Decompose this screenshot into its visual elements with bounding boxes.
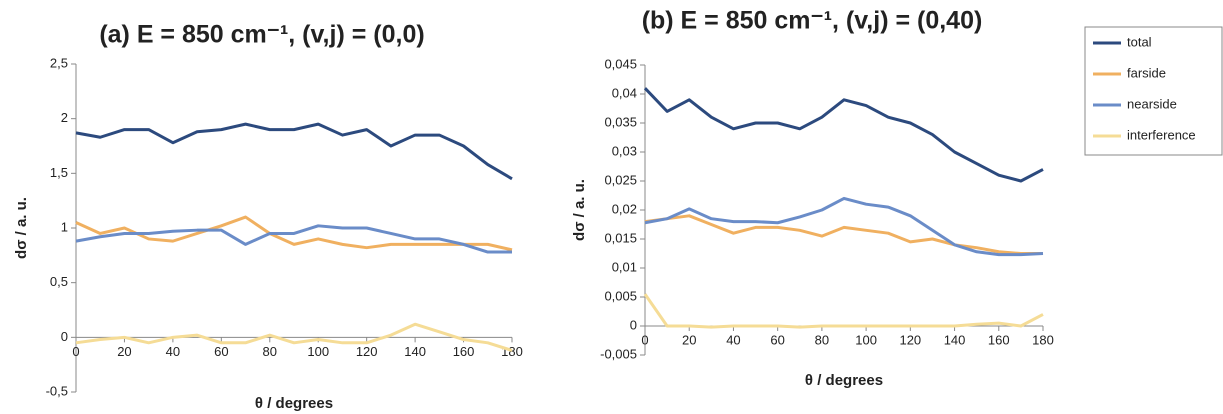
line-series: [75, 122, 513, 181]
legend-label: farside: [1127, 65, 1166, 80]
y-tick-label: 2: [61, 110, 68, 125]
line-series: [644, 214, 1043, 255]
legend-label: nearside: [1127, 96, 1177, 111]
y-tick-label: 0,015: [604, 230, 637, 245]
y-tick-label: 0,035: [604, 114, 637, 129]
y-tick-label: 0,025: [604, 172, 637, 187]
x-tick-label: 40: [166, 344, 180, 359]
line-series: [75, 215, 513, 252]
x-tick-label: 60: [214, 344, 228, 359]
line-series: [75, 322, 513, 352]
legend-label: total: [1127, 34, 1152, 49]
y-tick-label: 0,04: [612, 85, 637, 100]
line-series: [643, 87, 1044, 183]
y-tick-label: 0,03: [612, 143, 637, 158]
y-tick-label: 0,045: [604, 56, 637, 71]
y-tick-label: 0,02: [612, 201, 637, 216]
y-tick-label: 1: [61, 219, 68, 234]
legend-box: [1084, 26, 1223, 156]
y-tick-label: 0: [630, 317, 637, 332]
x-tick-label: 80: [263, 344, 277, 359]
line-series: [643, 293, 1044, 329]
y-tick-label: 0,5: [50, 274, 68, 289]
y-tick-label: 0,005: [604, 288, 637, 303]
x-tick-label: 40: [726, 332, 740, 347]
chart-title: (b) E = 850 cm⁻¹, (v,j) = (0,40): [642, 7, 983, 35]
chart-title: (a) E = 850 cm⁻¹, (v,j) = (0,0): [99, 21, 424, 49]
x-tick-label: 180: [501, 344, 523, 359]
x-axis-label: θ / degrees: [255, 395, 333, 412]
y-tick-label: 0,01: [612, 259, 637, 274]
x-tick-label: 180: [1032, 332, 1054, 347]
x-tick-label: 160: [988, 332, 1010, 347]
y-tick-label: -0,5: [46, 383, 68, 398]
x-tick-label: 20: [117, 344, 131, 359]
x-tick-label: 60: [770, 332, 784, 347]
x-tick-label: 100: [307, 344, 329, 359]
x-tick-label: 20: [682, 332, 696, 347]
x-tick-label: 140: [944, 332, 966, 347]
legend-label: interference: [1127, 127, 1196, 142]
x-axis-label: θ / degrees: [805, 372, 883, 389]
x-tick-label: 140: [404, 344, 426, 359]
line-series: [75, 224, 512, 254]
y-tick-label: -0,005: [600, 346, 637, 361]
x-tick-label: 100: [855, 332, 877, 347]
x-tick-label: 0: [641, 332, 648, 347]
y-axis-label: dσ / a. u.: [13, 197, 30, 259]
x-tick-label: 120: [899, 332, 921, 347]
x-tick-label: 0: [72, 344, 79, 359]
y-tick-label: 1,5: [50, 165, 68, 180]
y-tick-label: 0: [61, 329, 68, 344]
line-series: [644, 196, 1044, 257]
x-tick-label: 80: [815, 332, 829, 347]
x-tick-label: 120: [356, 344, 378, 359]
x-tick-label: 160: [453, 344, 475, 359]
y-tick-label: 2,5: [50, 55, 68, 70]
y-axis-label: dσ / a. u.: [571, 179, 588, 241]
